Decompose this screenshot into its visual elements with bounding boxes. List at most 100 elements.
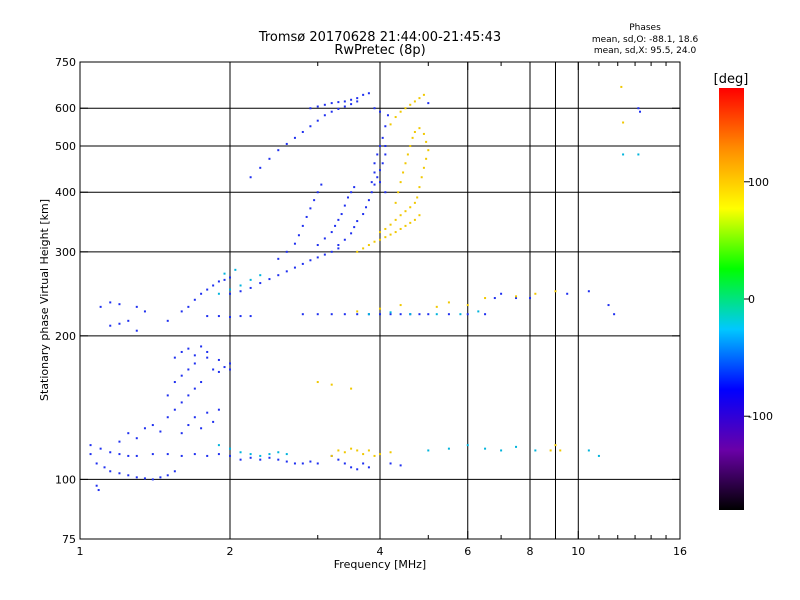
data-point-x-mode — [404, 107, 407, 110]
ticks-layer: 1 2 4 6 8 10 16 75 100 200 300 400 500 600 750 — [55, 56, 687, 558]
data-point-o-mode — [217, 280, 220, 283]
data-point-o-mode — [193, 362, 196, 365]
data-point-x-mode — [394, 231, 397, 234]
data-point-other — [229, 288, 231, 291]
colorbar-tick-label: 100 — [748, 176, 769, 189]
data-point-o-mode — [515, 297, 518, 300]
data-point-o-mode — [301, 462, 304, 465]
data-point-x-mode — [416, 196, 419, 199]
data-point-o-mode — [330, 102, 333, 105]
data-point-o-mode — [239, 290, 242, 293]
data-point-o-mode — [301, 130, 304, 133]
data-point-o-mode — [109, 301, 112, 304]
data-point-o-mode — [350, 191, 353, 194]
data-point-x-mode — [350, 447, 353, 450]
data-point-x-mode — [420, 176, 423, 179]
data-point-o-mode — [350, 103, 353, 106]
data-point-other — [587, 449, 590, 452]
data-point-o-mode — [212, 284, 215, 287]
data-point-o-mode — [323, 253, 326, 256]
data-point-o-mode — [343, 462, 346, 465]
data-point-other — [622, 153, 625, 156]
x-tick-label: 8 — [527, 545, 534, 558]
data-point-x-mode — [418, 97, 421, 100]
data-point-x-mode — [373, 454, 376, 457]
data-point-x-mode — [404, 224, 407, 227]
data-point-o-mode — [330, 313, 333, 316]
data-point-o-mode — [259, 282, 262, 285]
x-tick-label: 16 — [673, 545, 687, 558]
data-point-o-mode — [193, 416, 196, 419]
data-point-o-mode — [316, 105, 319, 108]
data-point-o-mode — [297, 234, 300, 237]
data-point-other — [249, 278, 252, 281]
data-point-o-mode — [159, 476, 162, 479]
data-point-o-mode — [337, 101, 340, 104]
data-point-o-mode — [529, 297, 531, 300]
data-point-o-mode — [340, 213, 343, 216]
colorbar-tick-label: 0 — [748, 293, 755, 306]
data-point-o-mode — [313, 199, 316, 202]
data-point-o-mode — [135, 329, 138, 332]
data-point-other — [249, 453, 252, 456]
data-point-other — [277, 451, 280, 454]
data-point-o-mode — [330, 231, 333, 234]
data-point-o-mode — [337, 247, 340, 250]
data-point-other — [259, 454, 262, 457]
chart-subtitle: RwPretec (8p) — [334, 43, 425, 58]
data-point-o-mode — [200, 427, 203, 430]
data-point-x-mode — [413, 218, 416, 221]
y-tick-label: 100 — [55, 473, 76, 486]
y-tick-label: 600 — [55, 102, 76, 115]
x-tick-label: 1 — [77, 545, 84, 558]
x-tick-label: 6 — [464, 545, 471, 558]
data-point-x-mode — [418, 186, 421, 189]
data-point-o-mode — [337, 107, 340, 110]
data-point-o-mode — [365, 206, 368, 209]
data-point-x-mode — [379, 307, 381, 310]
data-point-o-mode — [99, 305, 102, 308]
data-point-x-mode — [379, 238, 381, 241]
data-point-o-mode — [301, 313, 304, 316]
data-point-o-mode — [151, 478, 154, 481]
data-point-o-mode — [143, 477, 146, 480]
data-point-o-mode — [127, 454, 130, 457]
data-point-o-mode — [309, 460, 312, 463]
y-tick-label: 400 — [55, 186, 76, 199]
data-point-o-mode — [337, 218, 340, 221]
data-point-x-mode — [337, 449, 340, 452]
x-tick-label: 2 — [227, 545, 234, 558]
data-point-o-mode — [379, 110, 381, 113]
data-point-o-mode — [316, 191, 319, 194]
data-point-x-mode — [620, 85, 623, 88]
data-point-o-mode — [217, 358, 220, 361]
data-point-x-mode — [389, 123, 392, 126]
data-point-o-mode — [293, 462, 296, 465]
data-point-o-mode — [384, 191, 387, 194]
data-point-other — [435, 313, 438, 316]
grid-layer — [80, 62, 680, 539]
data-point-o-mode — [493, 297, 496, 300]
x-tick-label: 10 — [571, 545, 585, 558]
data-point-o-mode — [229, 316, 231, 319]
data-point-o-mode — [212, 420, 215, 423]
data-point-o-mode — [293, 136, 296, 139]
data-point-o-mode — [356, 97, 359, 100]
data-point-o-mode — [212, 368, 215, 371]
data-point-o-mode — [135, 305, 138, 308]
data-point-other — [285, 453, 288, 456]
data-point-o-mode — [249, 176, 252, 179]
data-point-x-mode — [409, 221, 412, 224]
data-point-other — [229, 447, 231, 450]
data-point-o-mode — [259, 458, 262, 461]
data-point-x-mode — [409, 103, 412, 106]
data-point-x-mode — [384, 236, 387, 239]
data-point-x-mode — [422, 132, 425, 135]
data-point-o-mode — [180, 432, 183, 435]
data-point-x-mode — [356, 310, 359, 313]
data-point-o-mode — [159, 430, 162, 433]
data-point-x-mode — [330, 454, 333, 457]
data-point-x-mode — [316, 381, 319, 384]
data-point-x-mode — [435, 305, 438, 308]
